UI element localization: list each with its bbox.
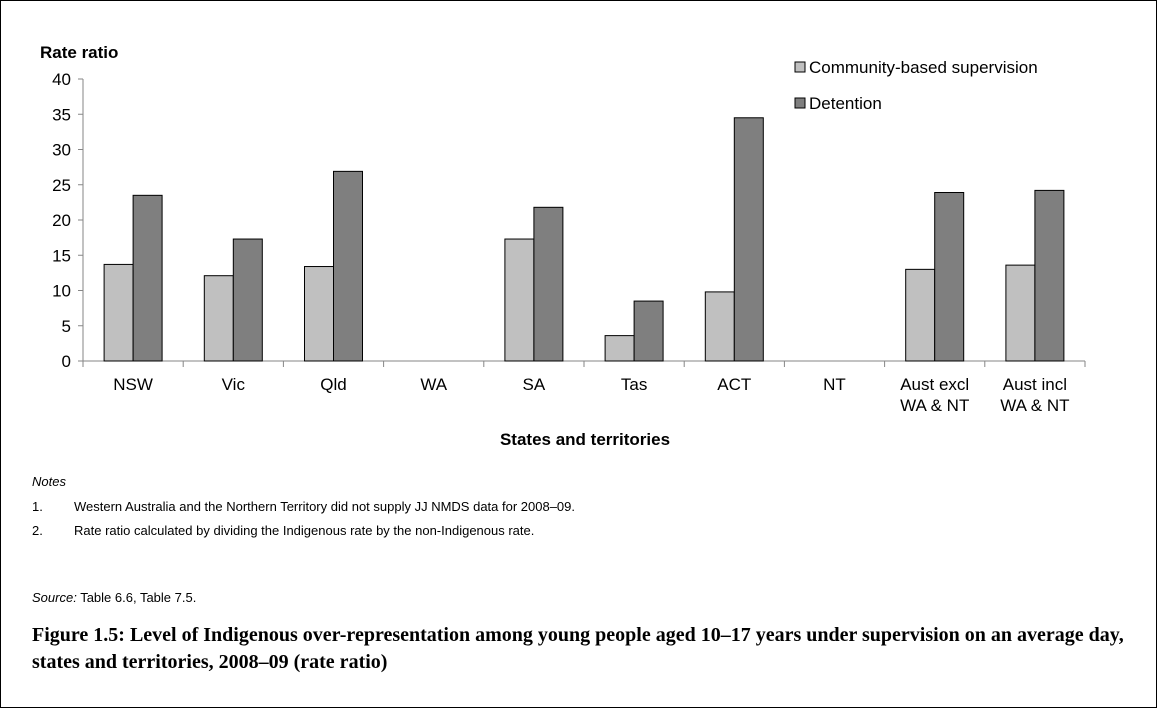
y-tick-label: 10 [52, 282, 71, 301]
bar-detention [633, 300, 664, 362]
bar-detention [1034, 189, 1065, 362]
legend: Community-based supervision Detention [794, 58, 1038, 113]
notes: Notes 1. Western Australia and the North… [32, 474, 1132, 547]
x-tick-label: Aust excl [900, 375, 969, 394]
bars [103, 117, 1065, 362]
bar-chart: Rate ratio States and territories 0 5 10 15… [40, 43, 1086, 449]
y-tick-label: 5 [62, 317, 71, 336]
y-axis-title: Rate ratio [40, 43, 118, 62]
notes-heading: Notes [32, 474, 66, 489]
bar-detention [132, 194, 163, 362]
source-line: Source: Table 6.6, Table 7.5. [32, 590, 196, 605]
bar-community-based-supervision [504, 238, 535, 362]
note-item: 1. Western Australia and the Northern Te… [32, 499, 1132, 514]
x-tick-label: ACT [717, 375, 751, 394]
note-item: 2. Rate ratio calculated by dividing the… [32, 523, 1132, 538]
x-tick-label: Aust incl [1003, 375, 1067, 394]
x-tick-label: SA [523, 375, 546, 394]
bar-community-based-supervision [704, 291, 735, 362]
y-tick-label: 20 [52, 211, 71, 230]
y-tick-label: 35 [52, 105, 71, 124]
note-text: Rate ratio calculated by dividing the In… [74, 523, 535, 538]
x-tick-label: Qld [320, 375, 346, 394]
bar-community-based-supervision [203, 275, 234, 362]
y-tick-label: 30 [52, 141, 71, 160]
bar-community-based-supervision [103, 263, 134, 362]
source-text: Table 6.6, Table 7.5. [76, 590, 197, 605]
bar-detention [232, 238, 263, 362]
x-axis [82, 360, 1086, 367]
x-axis-title: States and territories [500, 430, 670, 449]
x-tick-label: NSW [113, 375, 153, 394]
y-tick-label: 25 [52, 176, 71, 195]
bar-detention [733, 117, 764, 362]
y-axis: 0 5 10 15 20 25 30 35 40 [52, 70, 84, 371]
bar-community-based-supervision [604, 335, 635, 362]
bar-community-based-supervision [905, 268, 936, 362]
bar-detention [333, 170, 363, 362]
y-tick-label: 40 [52, 70, 71, 89]
x-tick-label: WA & NT [900, 396, 969, 415]
bar-community-based-supervision [304, 266, 334, 362]
legend-swatch-community-based-supervision [794, 61, 806, 73]
source-label: Source: [32, 590, 77, 605]
y-tick-label: 15 [52, 246, 71, 265]
x-tick-label: NT [823, 375, 846, 394]
legend-label: Detention [809, 94, 882, 113]
note-text: Western Australia and the Northern Terri… [74, 499, 576, 514]
y-tick-label: 0 [62, 352, 71, 371]
note-number: 1. [32, 499, 43, 514]
legend-swatch-detention [794, 97, 806, 109]
x-tick-label: Vic [222, 375, 246, 394]
bar-detention [934, 192, 965, 362]
bar-community-based-supervision [1005, 264, 1036, 362]
bar-detention [533, 206, 564, 362]
x-tick-label: WA & NT [1000, 396, 1069, 415]
figure-caption: Figure 1.5: Level of Indigenous over-rep… [32, 624, 1124, 673]
note-number: 2. [32, 523, 43, 538]
x-tick-label: WA [420, 375, 447, 394]
x-tick-label: Tas [621, 375, 647, 394]
legend-label: Community-based supervision [809, 58, 1038, 77]
x-tick-labels: NSW Vic Qld WA SA Tas ACT NT Aust excl WA & NT Aus… [113, 375, 1069, 415]
